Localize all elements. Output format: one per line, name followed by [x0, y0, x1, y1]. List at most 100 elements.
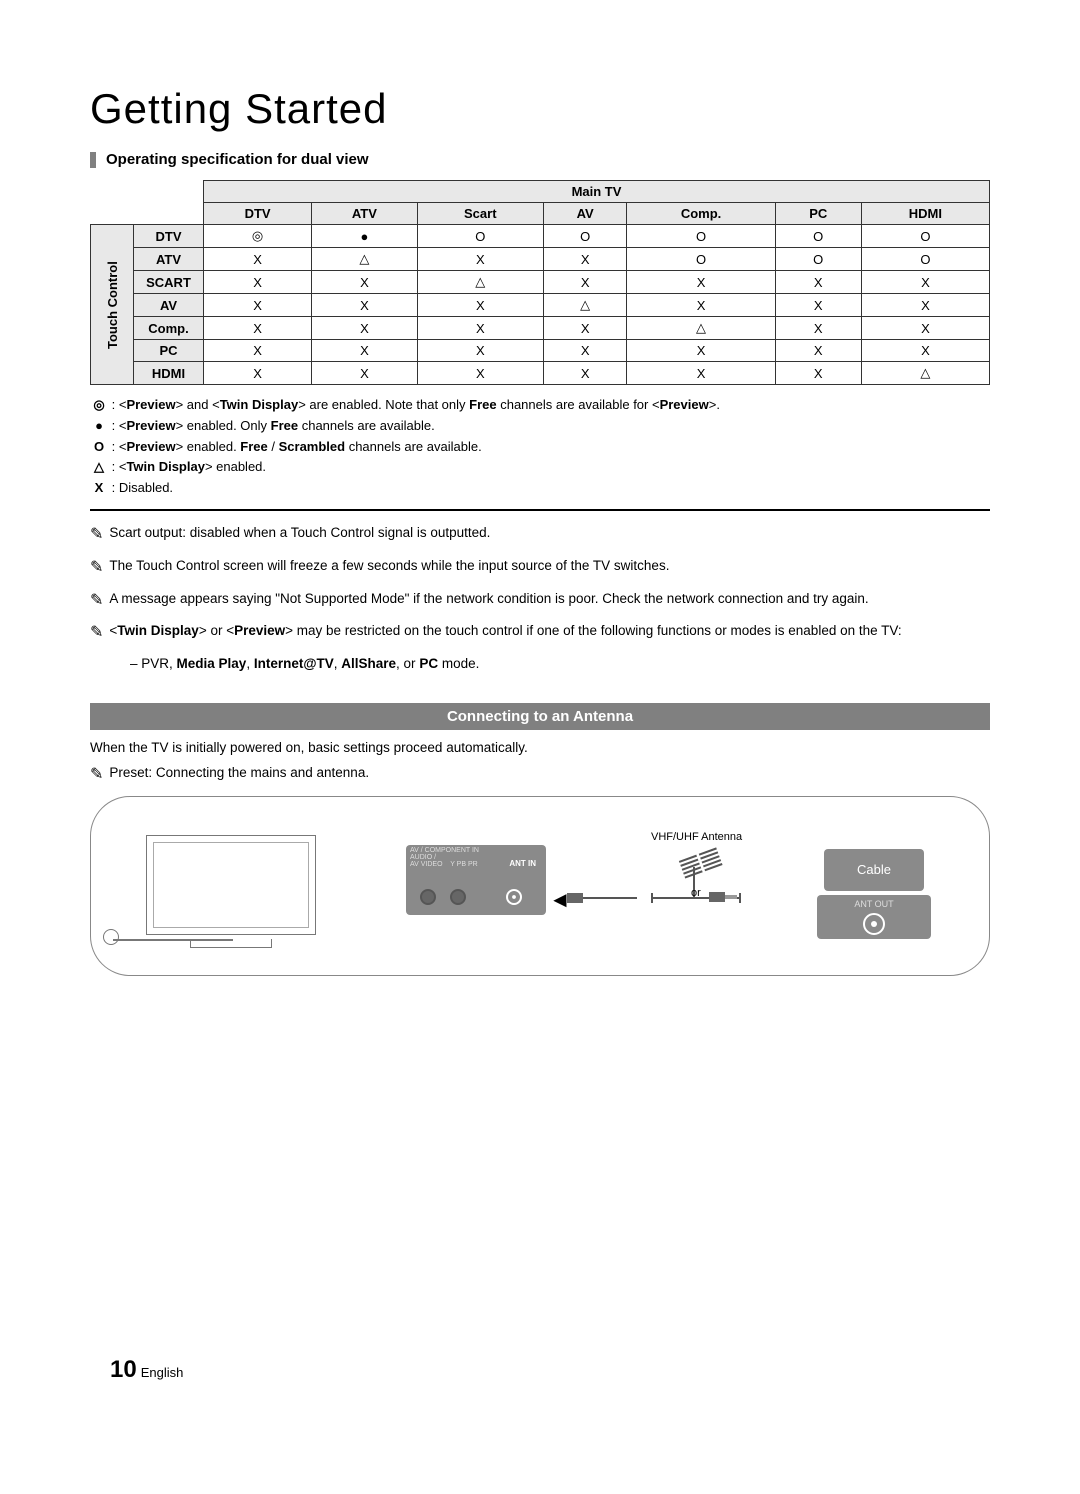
legend-line: X : Disabled.: [90, 478, 990, 499]
ant-in-label: ANT IN: [509, 859, 536, 868]
note-item: ✎The Touch Control screen will freeze a …: [90, 556, 990, 581]
note-icon: ✎: [90, 763, 103, 788]
table-cell: X: [627, 362, 775, 385]
table-cell: O: [627, 248, 775, 271]
note-item: ✎A message appears saying "Not Supported…: [90, 589, 990, 614]
table-cell: X: [627, 340, 775, 362]
col-header: Comp.: [627, 203, 775, 225]
table-cell: △: [312, 248, 418, 271]
table-cell: X: [861, 294, 989, 317]
row-header: Comp.: [134, 317, 204, 340]
table-cell: X: [861, 317, 989, 340]
table-cell: O: [775, 248, 861, 271]
table-cell: X: [204, 340, 312, 362]
table-cell: X: [312, 362, 418, 385]
table-cell: X: [543, 340, 627, 362]
rear-panel-icon: AV / COMPONENT IN AUDIO / AV VIDEO Y PB …: [406, 845, 546, 915]
note-item: ✎<Twin Display> or <Preview> may be rest…: [90, 621, 990, 646]
table-cell: X: [204, 317, 312, 340]
row-header: ATV: [134, 248, 204, 271]
table-cell: △: [543, 294, 627, 317]
table-cell: △: [627, 317, 775, 340]
table-cell: O: [543, 225, 627, 248]
table-cell: O: [627, 225, 775, 248]
ant-out-jack-icon: [863, 913, 885, 935]
jack-icon: [420, 889, 436, 905]
panel-label: AV / COMPONENT IN AUDIO / AV VIDEO Y PB …: [410, 847, 479, 868]
cable-connector-icon: [709, 889, 737, 905]
section-bar-icon: [90, 152, 96, 168]
col-header: AV: [543, 203, 627, 225]
table-cell: X: [543, 271, 627, 294]
table-cell: X: [775, 294, 861, 317]
preset-note: ✎ Preset: Connecting the mains and anten…: [90, 763, 990, 788]
table-cell: X: [775, 317, 861, 340]
note-icon: ✎: [90, 556, 103, 581]
table-cell: X: [775, 362, 861, 385]
row-header: SCART: [134, 271, 204, 294]
side-header: Touch Control: [91, 225, 134, 385]
row-header: DTV: [134, 225, 204, 248]
row-header: AV: [134, 294, 204, 317]
table-cell: X: [627, 294, 775, 317]
section-heading-text: Operating specification for dual view: [106, 151, 369, 168]
divider: [90, 509, 990, 511]
wallmount-icon: [113, 939, 233, 941]
table-cell: O: [861, 225, 989, 248]
legend-block: ◎ : <Preview> and <Twin Display> are ena…: [90, 395, 990, 499]
table-cell: X: [312, 271, 418, 294]
table-cell: X: [861, 271, 989, 294]
table-cell: X: [204, 248, 312, 271]
note-subitem: – PVR, Media Play, Internet@TV, AllShare…: [90, 654, 990, 675]
table-cell: X: [312, 317, 418, 340]
table-cell: X: [775, 271, 861, 294]
table-cell: X: [543, 248, 627, 271]
table-cell: ◎: [204, 225, 312, 248]
legend-line: △ : <Twin Display> enabled.: [90, 457, 990, 478]
table-cell: O: [775, 225, 861, 248]
col-header: PC: [775, 203, 861, 225]
table-cell: X: [417, 294, 543, 317]
table-cell: △: [861, 362, 989, 385]
table-cell: X: [627, 271, 775, 294]
ant-in-jack-icon: [506, 889, 522, 905]
table-cell: X: [417, 317, 543, 340]
row-header: HDMI: [134, 362, 204, 385]
or-label: or: [691, 887, 701, 899]
legend-line: O : <Preview> enabled. Free / Scrambled …: [90, 437, 990, 458]
table-cell: O: [417, 225, 543, 248]
table-cell: X: [543, 362, 627, 385]
row-header: PC: [134, 340, 204, 362]
table-cell: △: [417, 271, 543, 294]
antenna-label: VHF/UHF Antenna: [651, 831, 742, 843]
table-cell: X: [312, 340, 418, 362]
table-cell: O: [861, 248, 989, 271]
note-icon: ✎: [90, 621, 103, 646]
antenna-icon: 𝍤𝍤: [675, 839, 730, 895]
ant-out-box: ANT OUT: [817, 895, 931, 939]
cable-box-label: Cable: [824, 849, 924, 891]
col-header: Scart: [417, 203, 543, 225]
tv-icon: [146, 835, 316, 935]
col-header: ATV: [312, 203, 418, 225]
ant-out-label: ANT OUT: [817, 899, 931, 909]
table-cell: X: [204, 271, 312, 294]
table-cell: X: [204, 294, 312, 317]
table-cell: ●: [312, 225, 418, 248]
dual-view-table: Main TV DTVATVScartAVComp.PCHDMI Touch C…: [90, 180, 990, 385]
table-cell: X: [417, 248, 543, 271]
note-icon: ✎: [90, 589, 103, 614]
col-group-header: Main TV: [204, 181, 990, 203]
jack-icon: [450, 889, 466, 905]
cable-connector-icon: [567, 889, 637, 907]
section-heading: Operating specification for dual view: [90, 151, 990, 168]
note-item: ✎Scart output: disabled when a Touch Con…: [90, 523, 990, 548]
antenna-diagram: AV / COMPONENT IN AUDIO / AV VIDEO Y PB …: [90, 796, 990, 976]
table-cell: X: [312, 294, 418, 317]
legend-line: ● : <Preview> enabled. Only Free channel…: [90, 416, 990, 437]
table-cell: X: [861, 340, 989, 362]
note-icon: ✎: [90, 523, 103, 548]
antenna-banner: Connecting to an Antenna: [90, 703, 990, 730]
col-header: DTV: [204, 203, 312, 225]
legend-line: ◎ : <Preview> and <Twin Display> are ena…: [90, 395, 990, 416]
